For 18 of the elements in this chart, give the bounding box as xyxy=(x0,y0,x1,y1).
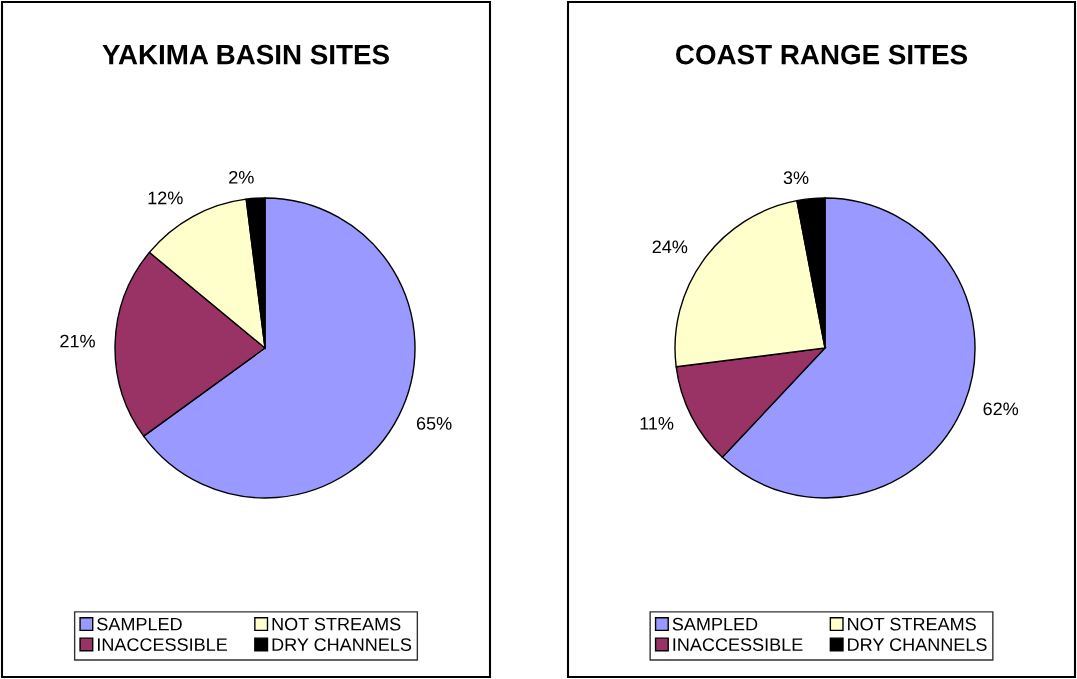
data-label: 12% xyxy=(148,191,183,205)
legend-label: INACCESSIBLE xyxy=(673,638,803,651)
data-label: 24% xyxy=(652,240,688,254)
data-label: 62% xyxy=(983,402,1019,416)
data-label: 2% xyxy=(229,170,254,184)
legend-label: SAMPLED xyxy=(97,617,182,631)
legend-label: NOT STREAMS xyxy=(272,617,401,631)
data-label: 3% xyxy=(783,171,809,185)
legend-label: DRY CHANNELS xyxy=(848,638,987,651)
legend-label: SAMPLED xyxy=(672,617,758,631)
chart-title: YAKIMA BASIN SITES xyxy=(102,44,389,65)
data-label: 65% xyxy=(416,417,452,430)
data-label: 21% xyxy=(60,334,95,348)
chart-title: COAST RANGE SITES xyxy=(676,44,968,65)
legend-label: DRY CHANNELS xyxy=(272,638,412,651)
data-label: 11% xyxy=(640,417,674,430)
legend-label: NOT STREAMS xyxy=(848,617,976,631)
legend-label: INACCESSIBLE xyxy=(97,638,227,651)
